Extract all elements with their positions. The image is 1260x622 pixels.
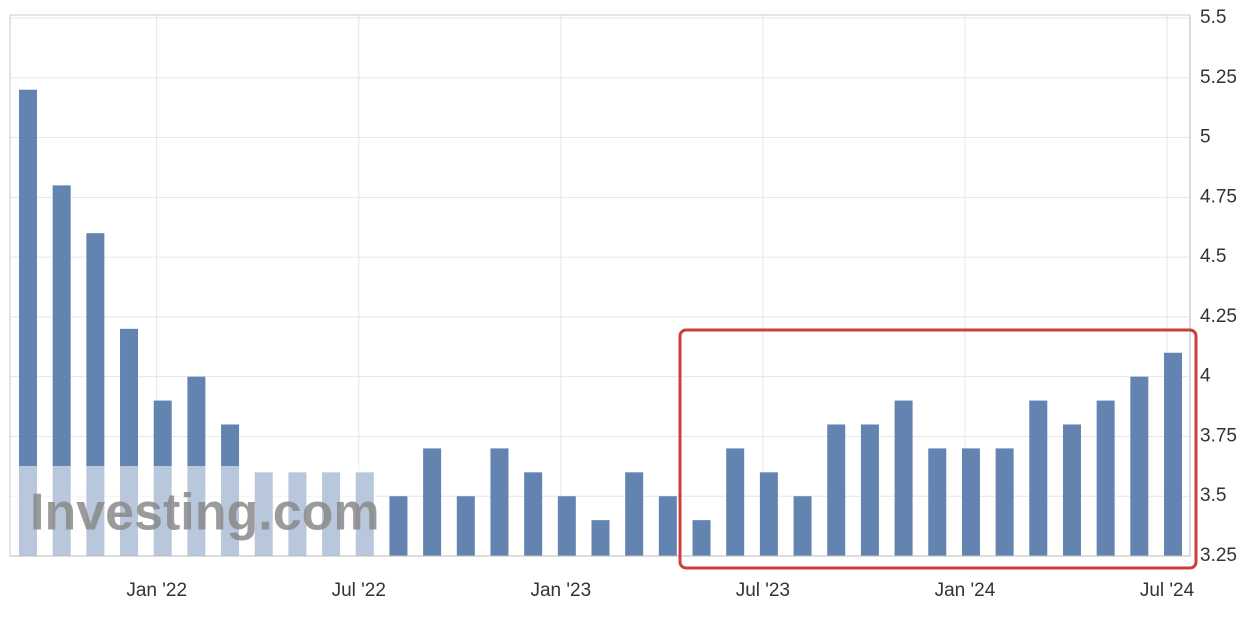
bar — [995, 448, 1014, 556]
bar — [1130, 376, 1149, 556]
x-tick-label: Jan '22 — [126, 580, 187, 601]
bar — [793, 496, 812, 556]
bar — [759, 472, 778, 556]
bar — [19, 89, 37, 556]
watermark: Investing.com — [30, 484, 380, 542]
bar — [928, 448, 947, 556]
bar — [1164, 352, 1182, 556]
y-tick-label: 3.5 — [1200, 485, 1226, 506]
y-tick-label: 5.25 — [1200, 67, 1237, 88]
bar — [1062, 424, 1081, 556]
y-tick-label: 4 — [1200, 366, 1211, 387]
bar — [1029, 400, 1048, 556]
y-tick-label: 3.75 — [1200, 425, 1237, 446]
y-tick-label: 5.5 — [1200, 7, 1226, 28]
y-tick-label: 4.75 — [1200, 186, 1237, 207]
bar — [658, 496, 677, 556]
bar — [524, 472, 543, 556]
highlight-box — [678, 328, 1198, 570]
watermark-fade — [10, 466, 376, 556]
x-tick-label: Jul '24 — [1140, 580, 1195, 601]
x-tick-label: Jul '23 — [736, 580, 790, 601]
bar — [961, 448, 980, 556]
bar — [1096, 400, 1115, 556]
bar — [726, 448, 745, 556]
x-tick-label: Jul '22 — [332, 580, 386, 601]
y-tick-label: 3.25 — [1200, 545, 1237, 566]
y-tick-label: 5 — [1200, 127, 1211, 148]
bar — [894, 400, 913, 556]
x-tick-label: Jan '23 — [530, 580, 591, 601]
bar — [625, 472, 644, 556]
bar — [490, 448, 509, 556]
bar — [591, 520, 610, 556]
grid — [10, 15, 1190, 557]
bar — [423, 448, 442, 556]
bar — [692, 520, 711, 556]
y-tick-label: 4.5 — [1200, 246, 1226, 267]
bar — [827, 424, 846, 556]
y-tick-label: 4.25 — [1200, 306, 1237, 327]
bar — [860, 424, 879, 556]
x-tick-label: Jan '24 — [935, 580, 996, 601]
bar — [557, 496, 576, 556]
bar — [456, 496, 475, 556]
bar — [52, 185, 71, 556]
bar — [389, 496, 408, 556]
